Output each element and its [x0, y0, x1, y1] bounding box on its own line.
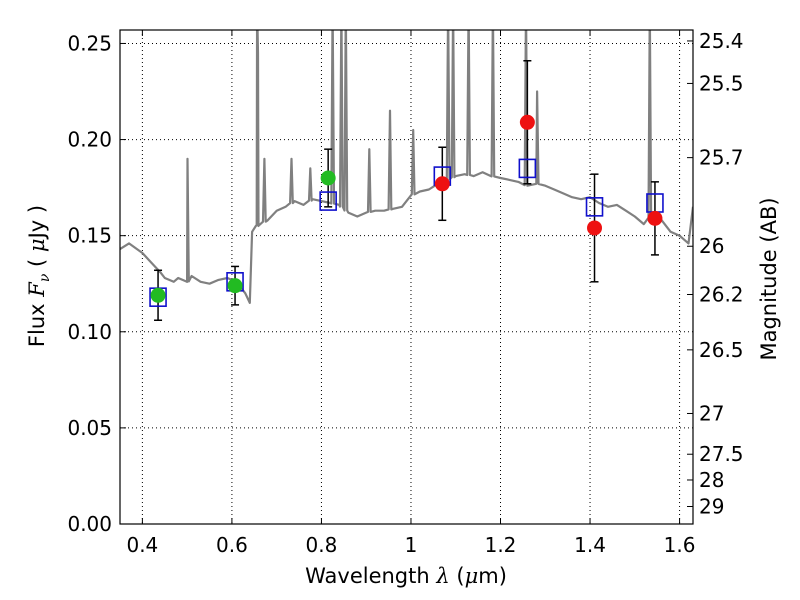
optical-point-0 [150, 287, 166, 303]
model-spectrum [120, 30, 693, 304]
y-axis-label-sub: ν [37, 273, 53, 282]
y2-tick-label-0: 25.4 [699, 29, 744, 53]
plot-frame [119, 29, 694, 525]
y2-tick-label-1: 25.5 [699, 71, 744, 95]
y2-tick-label-5: 26.5 [699, 338, 744, 362]
x-axis-label-text: Wavelength [305, 564, 430, 588]
y2-axis-label: Magnitude (AB) [757, 197, 781, 360]
model-photometry-marker-5 [585, 197, 604, 217]
model-spectrum-line [120, 30, 693, 304]
infrared-point-2 [587, 220, 603, 236]
y2-tick-label-6: 27 [699, 401, 724, 425]
grid-lines [120, 30, 693, 525]
axis-ticks: 0.4 0.6 0.8 1 1.2 1.4 1.6 0.00 0.05 0.10 0.15 0.20 0… [67, 29, 743, 557]
y-tick-label-1: 0.05 [67, 416, 112, 440]
optical-point-2 [320, 170, 336, 186]
y-axis-label-unit-rest: Jy ) [25, 205, 49, 241]
x-tick-label-2: 0.8 [306, 533, 338, 557]
y2-tick-label-9: 29 [699, 495, 724, 519]
y-axis-label-unit-mu: μ [25, 238, 49, 252]
x-tick-label-0: 0.4 [126, 533, 158, 557]
model-photometry-marker-4 [518, 158, 537, 179]
y-tick-label-2: 0.10 [67, 320, 112, 344]
optical-point-1 [227, 278, 243, 294]
y-axis-label: Flux Fν ( μJy ) [25, 205, 53, 347]
x-tick-label-4: 1.2 [485, 533, 517, 557]
y2-tick-label-4: 26.2 [699, 282, 744, 306]
y-tick-label-0: 0.00 [67, 512, 112, 536]
infrared-point-1 [519, 114, 535, 130]
x-axis-label-unit-open: ( [456, 564, 464, 588]
y-axis-label-unit-open: ( [25, 252, 49, 267]
infrared-point-0 [434, 176, 450, 192]
y-axis-label-text: Flux [25, 303, 49, 347]
y2-tick-label-8: 28 [699, 468, 724, 492]
y-tick-label-4: 0.20 [67, 128, 112, 152]
x-tick-label-3: 1 [405, 533, 418, 557]
x-axis-label-unit-rest: m) [478, 564, 507, 588]
x-tick-label-6: 1.6 [664, 533, 696, 557]
x-tick-label-5: 1.4 [574, 533, 606, 557]
x-axis-label-symbol: λ [435, 564, 449, 588]
y-axis-label-symbol: F [25, 281, 49, 298]
x-axis-label-unit-mu: μ [465, 564, 479, 588]
y2-tick-label-2: 25.7 [699, 146, 744, 170]
x-tick-label-1: 0.6 [216, 533, 248, 557]
x-axis-label: Wavelength λ (μm) [305, 564, 507, 588]
infrared-point-3 [647, 210, 663, 226]
y2-tick-label-7: 27.5 [699, 442, 744, 466]
y2-tick-label-3: 26 [699, 234, 724, 258]
y-tick-label-5: 0.25 [67, 31, 112, 55]
y-tick-label-3: 0.15 [67, 224, 112, 248]
axes-frame [119, 29, 694, 525]
data-markers [149, 114, 664, 307]
model-photometry-marker-2 [319, 191, 337, 211]
